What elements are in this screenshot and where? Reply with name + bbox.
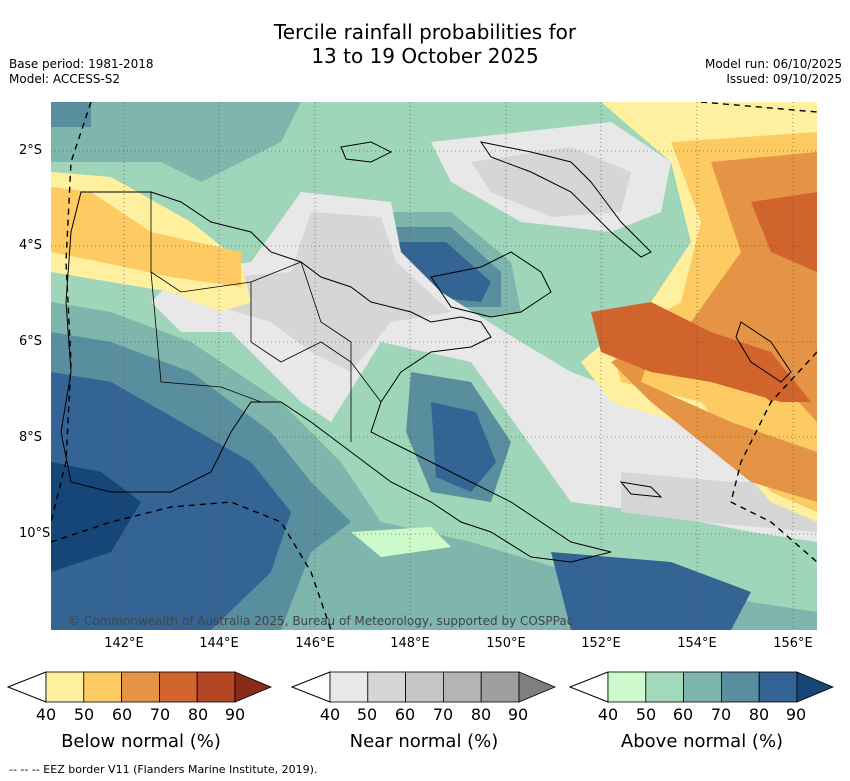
island-coast bbox=[619, 481, 663, 498]
field-below-50-west bbox=[51, 187, 241, 287]
eez-south bbox=[51, 501, 332, 630]
near-tick-60: 60 bbox=[394, 705, 416, 724]
near-colorbar-under-arrow bbox=[290, 671, 331, 703]
near-tick-40: 40 bbox=[319, 705, 341, 724]
above-normal-title: Above normal (%) bbox=[620, 731, 784, 752]
field-below-60-east bbox=[611, 152, 817, 502]
below-colorbar-bin-80 bbox=[196, 671, 236, 703]
below-tick-60: 60 bbox=[111, 705, 133, 724]
colorbars bbox=[6, 671, 835, 703]
below-tick-90: 90 bbox=[224, 705, 246, 724]
below-colorbar-bin-40 bbox=[45, 671, 85, 703]
lon-label-142e: 142°E bbox=[104, 636, 144, 651]
above-colorbar-bin-90 bbox=[796, 671, 835, 703]
field-above-70-nw bbox=[51, 102, 91, 127]
coastlines bbox=[60, 141, 792, 563]
field-near-50-main bbox=[201, 212, 451, 372]
new-ireland-coast bbox=[479, 141, 652, 258]
near-colorbar-bin-70 bbox=[442, 671, 482, 703]
lon-label-150e: 150°E bbox=[486, 636, 526, 651]
base-period: Base period: 1981-2018 bbox=[9, 57, 154, 71]
lon-label-154e: 154°E bbox=[677, 636, 717, 651]
above-colorbar-bin-80 bbox=[758, 671, 798, 703]
field-below-70-bougainville bbox=[711, 352, 791, 402]
eez-west bbox=[51, 102, 92, 523]
lat-label-8s: 8°S bbox=[19, 430, 43, 445]
below-colorbar-bin-50 bbox=[83, 671, 123, 703]
above-tick-40: 40 bbox=[597, 705, 619, 724]
field-above-40-south bbox=[351, 527, 451, 557]
below-colorbar-bin-70 bbox=[158, 671, 198, 703]
copyright-text: © Commonwealth of Australia 2025, Bureau… bbox=[68, 614, 573, 628]
map-svg: © Commonwealth of Australia 2025, Bureau… bbox=[51, 102, 817, 630]
field-above-80-centre bbox=[431, 402, 496, 492]
issued-date: Issued: 09/10/2025 bbox=[726, 72, 842, 86]
near-tick-50: 50 bbox=[356, 705, 378, 724]
near-tick-90: 90 bbox=[507, 705, 529, 724]
model-name: Model: ACCESS-S2 bbox=[9, 72, 121, 86]
above-tick-90: 90 bbox=[785, 705, 807, 724]
new-guinea-coast bbox=[60, 191, 612, 563]
below-tick-80: 80 bbox=[187, 705, 209, 724]
chart-title: Tercile rainfall probabilities for 13 to… bbox=[0, 20, 850, 68]
near-colorbar-bin-90 bbox=[518, 671, 557, 703]
near-normal-title: Near normal (%) bbox=[349, 731, 499, 752]
eez-borders bbox=[51, 102, 817, 630]
lon-label-146e: 146°E bbox=[295, 636, 335, 651]
below-tick-40: 40 bbox=[35, 705, 57, 724]
meta-right: Model run: 06/10/2025 Issued: 09/10/2025 bbox=[705, 57, 842, 87]
near-tick-80: 80 bbox=[470, 705, 492, 724]
map-panel: © Commonwealth of Australia 2025, Bureau… bbox=[51, 102, 817, 630]
eez-north bbox=[700, 102, 817, 113]
below-tick-70: 70 bbox=[149, 705, 171, 724]
lon-label-156e: 156°E bbox=[773, 636, 813, 651]
lat-label-10s: 10°S bbox=[19, 526, 51, 541]
above-colorbar-bin-40 bbox=[607, 671, 647, 703]
lon-label-148e: 148°E bbox=[390, 636, 430, 651]
above-colorbar-bin-70 bbox=[721, 671, 760, 703]
below-tick-50: 50 bbox=[73, 705, 95, 724]
title-line-2: 13 to 19 October 2025 bbox=[311, 44, 539, 68]
below-colorbar-bin-90 bbox=[234, 671, 273, 703]
graticule bbox=[51, 102, 817, 630]
manus-coast bbox=[340, 141, 393, 163]
above-colorbar-bin-50 bbox=[645, 671, 684, 703]
above-colorbar-bin-60 bbox=[683, 671, 722, 703]
below-normal-title: Below normal (%) bbox=[61, 731, 221, 752]
near-colorbar-bin-80 bbox=[480, 671, 520, 703]
border-2 bbox=[150, 271, 262, 403]
near-colorbar-bin-50 bbox=[367, 671, 406, 703]
new-britain-coast bbox=[430, 251, 552, 318]
lon-label-152e: 152°E bbox=[581, 636, 621, 651]
above-tick-50: 50 bbox=[635, 705, 657, 724]
field-below-70-ne bbox=[751, 192, 817, 272]
lat-label-6s: 6°S bbox=[19, 334, 43, 349]
above-colorbar-under-arrow bbox=[568, 671, 609, 703]
field-above-90-sw bbox=[51, 462, 141, 572]
border-1 bbox=[150, 192, 302, 293]
model-run: Model run: 06/10/2025 bbox=[704, 57, 842, 71]
above-tick-80: 80 bbox=[748, 705, 770, 724]
below-colorbar-under-arrow bbox=[6, 671, 47, 703]
field-above-60-north bbox=[51, 102, 301, 182]
lon-label-144e: 144°E bbox=[199, 636, 239, 651]
eez-footnote: -- -- -- EEZ border V11 (Flanders Marine… bbox=[9, 763, 318, 776]
below-colorbar-bin-60 bbox=[121, 671, 160, 703]
province-borders bbox=[150, 192, 382, 442]
field-above-80-bismarck bbox=[381, 242, 491, 302]
above-tick-60: 60 bbox=[672, 705, 694, 724]
near-colorbar-bin-60 bbox=[405, 671, 444, 703]
title-line-1: Tercile rainfall probabilities for bbox=[273, 20, 577, 44]
eez-east bbox=[730, 351, 817, 563]
field-above-80-sw bbox=[51, 372, 291, 630]
border-4 bbox=[300, 261, 352, 343]
near-colorbar-bin-40 bbox=[329, 671, 369, 703]
lat-label-4s: 4°S bbox=[19, 238, 43, 253]
near-tick-70: 70 bbox=[432, 705, 454, 724]
lat-label-2s: 2°S bbox=[19, 143, 43, 158]
border-3 bbox=[250, 282, 382, 403]
above-tick-70: 70 bbox=[710, 705, 732, 724]
meta-left: Base period: 1981-2018 Model: ACCESS-S2 bbox=[9, 57, 154, 87]
